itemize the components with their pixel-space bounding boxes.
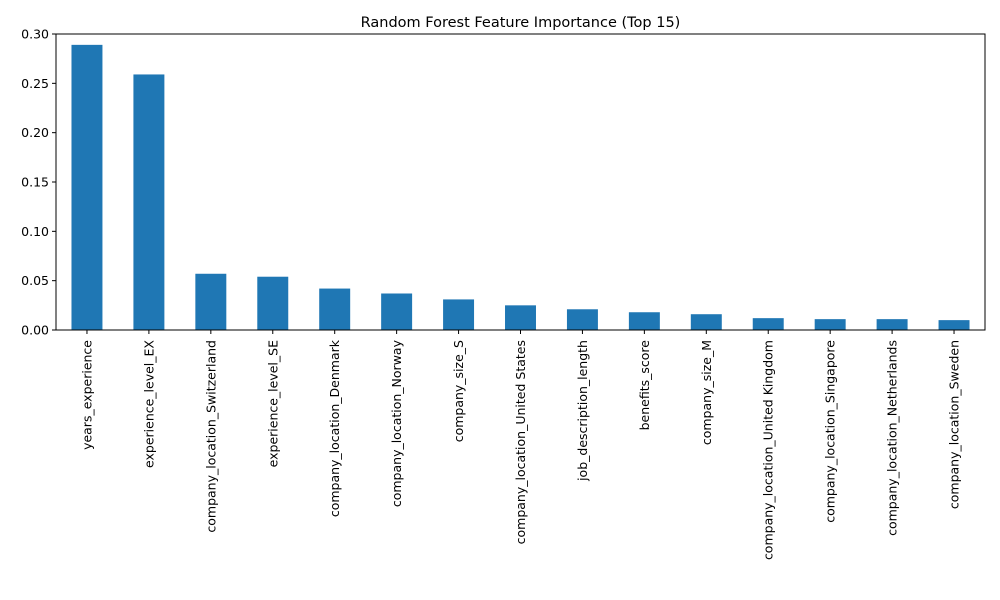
y-tick-label: 0.05 (21, 273, 49, 288)
x-tick-label: company_location_Switzerland (203, 340, 218, 533)
bar-4 (319, 288, 351, 330)
bar-6 (443, 299, 475, 330)
bar-7 (505, 305, 536, 330)
bar-11 (752, 318, 784, 330)
bar-9 (628, 312, 660, 330)
bar-14 (938, 320, 970, 330)
bar-8 (566, 309, 598, 330)
x-axis: years_experience experience_level_EX compa… (79, 330, 962, 560)
x-tick-label: company_location_Sweden (947, 340, 962, 509)
bar-2 (195, 273, 227, 330)
bar-13 (876, 319, 908, 330)
x-tick-label: years_experience (79, 340, 94, 450)
bar-1 (133, 74, 165, 330)
y-tick-label: 0.00 (21, 323, 49, 338)
x-tick-label: experience_level_SE (265, 340, 280, 467)
bar-5 (381, 293, 413, 330)
plot-frame (55, 33, 986, 331)
x-tick-label: job_description_length (575, 340, 590, 482)
x-tick-label: company_location_Norway (389, 339, 404, 507)
x-tick-label: benefits_score (637, 340, 652, 431)
bar-3 (257, 276, 289, 330)
bar-10 (690, 314, 722, 330)
y-axis: 0.00 0.05 0.10 0.15 0.20 0.25 0.30 (21, 27, 56, 338)
y-tick-label: 0.20 (21, 125, 49, 140)
x-tick-label: company_size_M (699, 340, 714, 445)
y-tick-label: 0.30 (21, 27, 49, 42)
y-tick-label: 0.25 (21, 76, 49, 91)
x-tick-label: company_location_United Kingdom (761, 340, 776, 560)
bar-0 (71, 44, 103, 330)
chart-title: Random Forest Feature Importance (Top 15… (361, 15, 681, 31)
x-tick-label: company_location_Netherlands (885, 340, 900, 536)
x-tick-label: company_size_S (451, 340, 466, 442)
bar-12 (814, 319, 846, 330)
x-tick-label: company_location_Denmark (327, 339, 342, 517)
x-tick-label: experience_level_EX (141, 340, 156, 468)
y-tick-label: 0.15 (21, 175, 49, 190)
x-tick-label: company_location_Singapore (823, 340, 838, 523)
y-tick-label: 0.10 (21, 224, 49, 239)
x-tick-label: company_location_United States (513, 340, 528, 544)
bars-group (71, 44, 970, 330)
